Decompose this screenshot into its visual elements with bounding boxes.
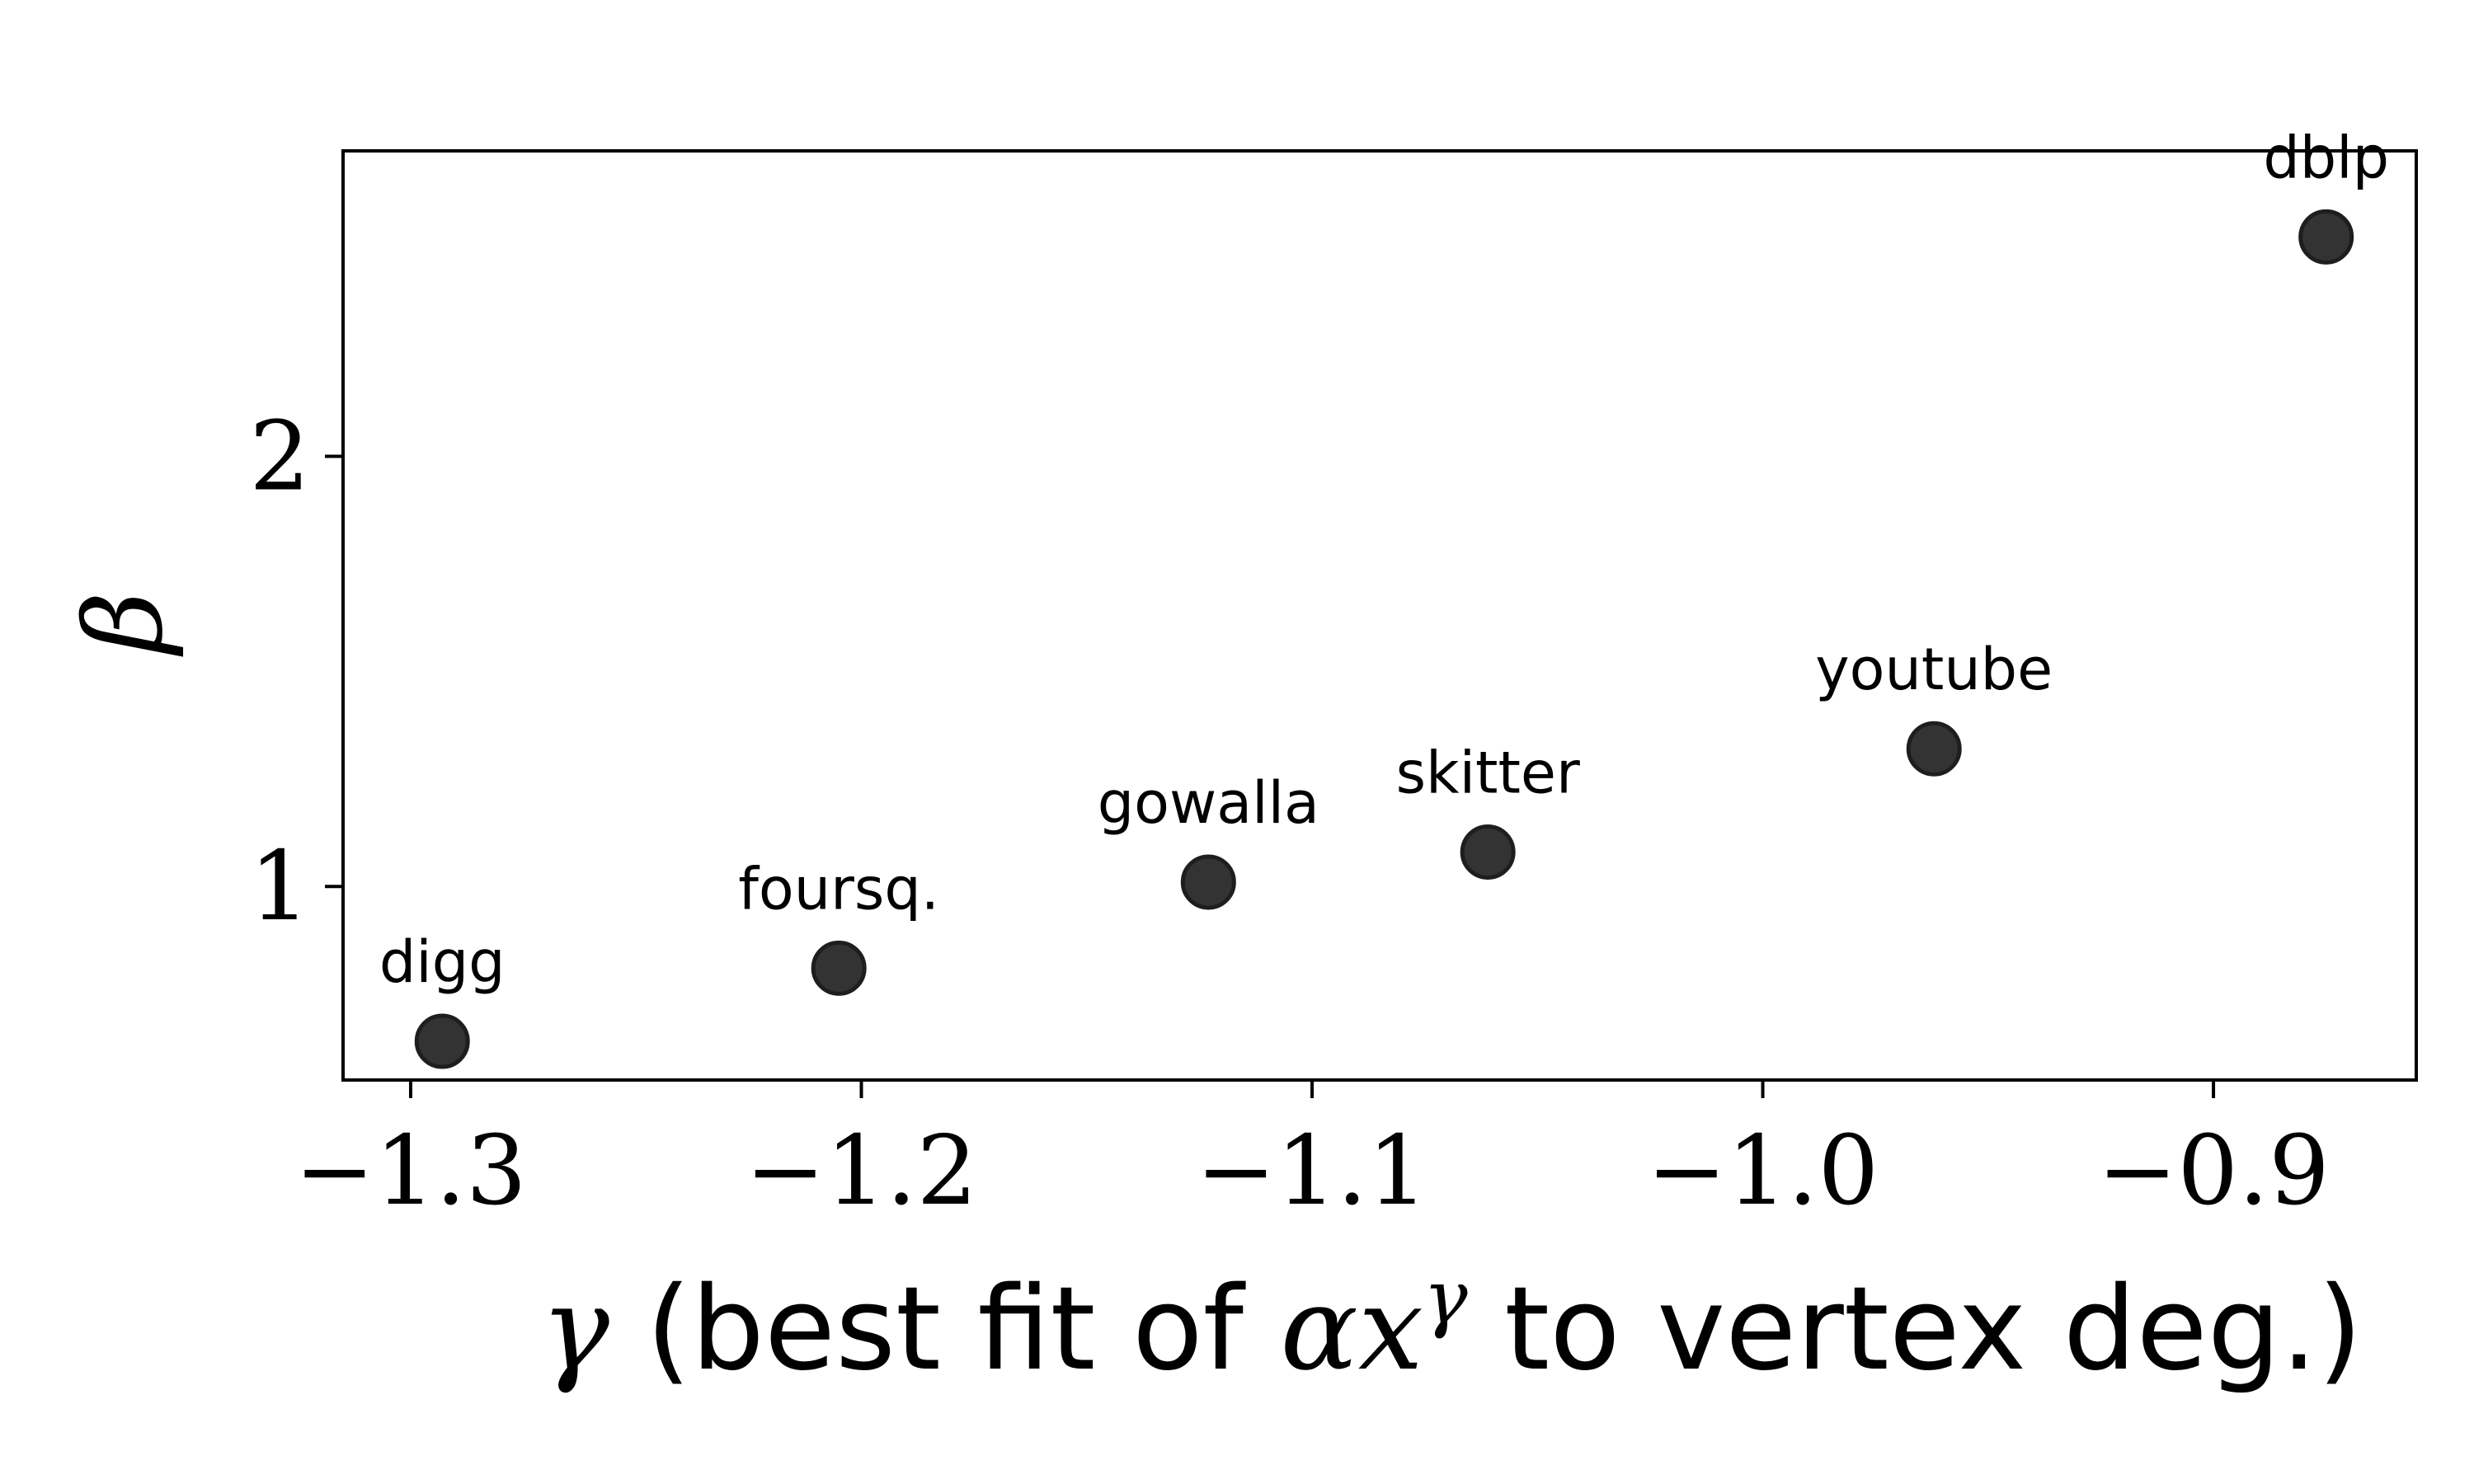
data-point-gowalla bbox=[1180, 854, 1236, 910]
x-tick-label: −1.1 bbox=[1196, 1115, 1428, 1227]
y-axis-title: β bbox=[61, 591, 186, 657]
x-axis-title-gamma: γ bbox=[540, 1262, 609, 1397]
x-axis-title-superscript: γ bbox=[1423, 1255, 1468, 1341]
point-label: gowalla bbox=[1098, 769, 1319, 837]
x-tick-label: −1.3 bbox=[294, 1115, 527, 1227]
point-label: foursq. bbox=[738, 855, 939, 923]
data-point-digg bbox=[414, 1013, 470, 1069]
data-point-youtube bbox=[1906, 721, 1962, 777]
data-point-foursq bbox=[811, 940, 867, 996]
ticks-layer: −1.3 −1.2 −1.1 −1.0 −0.9 1 2 bbox=[249, 401, 2330, 1227]
x-tick-label: −0.9 bbox=[2097, 1115, 2330, 1227]
y-tick-label: 2 bbox=[249, 401, 310, 512]
data-point-skitter bbox=[1460, 824, 1516, 880]
y-tick-label: 1 bbox=[249, 831, 310, 942]
point-label: skitter bbox=[1396, 739, 1580, 806]
points-layer bbox=[414, 209, 2354, 1069]
x-tick-label: −1.0 bbox=[1647, 1115, 1879, 1227]
point-label: digg bbox=[379, 928, 506, 996]
point-label: youtube bbox=[1815, 636, 2053, 703]
point-label: dblp bbox=[2263, 124, 2389, 191]
x-axis-title-alpha-x: αx bbox=[1280, 1262, 1423, 1397]
x-axis-title-text-after: to vertex deg.) bbox=[1468, 1262, 2363, 1397]
x-axis-title-text-before: (best fit of bbox=[609, 1262, 1280, 1397]
plot-frame bbox=[341, 149, 2418, 1082]
data-point-dblp bbox=[2298, 209, 2354, 265]
point-labels-layer: digg foursq. gowalla skitter youtube dblp bbox=[379, 124, 2389, 996]
x-axis-title: γ (best fit of αxγ to vertex deg.) bbox=[540, 1255, 2362, 1397]
x-tick-label: −1.2 bbox=[745, 1115, 978, 1227]
